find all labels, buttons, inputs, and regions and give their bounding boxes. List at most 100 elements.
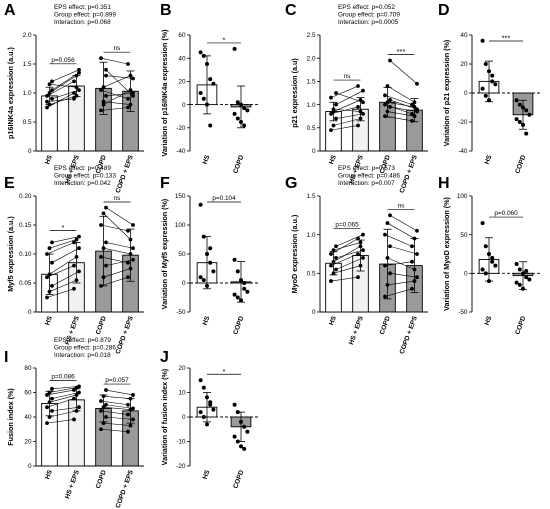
x-tick-label: HS: [202, 469, 212, 481]
pair-line: [389, 215, 418, 232]
stats-line: EPS effect: p=0.573: [338, 165, 395, 172]
x-tick-label: COPD + EPS: [399, 315, 419, 355]
data-point: [201, 96, 206, 101]
stats-line: Interaction: p=0.007: [338, 180, 395, 187]
pair-line: [384, 115, 413, 122]
pair-line: [335, 234, 364, 247]
pair-line: [105, 242, 134, 249]
data-point: [77, 384, 81, 389]
data-point: [201, 234, 206, 239]
data-point: [99, 56, 103, 61]
pair-line: [330, 85, 359, 98]
pair-line: [105, 207, 134, 226]
data-point: [358, 109, 363, 114]
data-point: [334, 244, 338, 249]
stats-line: Group effect: p=0.286: [54, 345, 116, 352]
comparison-label: ns: [114, 195, 121, 202]
data-point: [412, 100, 417, 105]
data-point: [72, 396, 76, 401]
y-axis-label: MyoD expression (a.u.): [290, 214, 299, 293]
data-point: [385, 84, 390, 88]
y-tick-label: 1.5: [307, 193, 316, 200]
data-point: [104, 73, 108, 78]
data-point: [99, 223, 103, 227]
comparison-label: ***: [397, 47, 406, 56]
y-tick-label: 20: [178, 79, 186, 86]
data-point: [211, 81, 216, 86]
pair-line: [46, 81, 75, 97]
panel-label: A: [4, 2, 16, 19]
y-axis-label: p16INK4a expression (a.u.): [6, 46, 15, 138]
pair-line: [46, 288, 75, 298]
pair-line: [100, 107, 129, 111]
comparison-label: ***: [502, 34, 511, 43]
data-point: [101, 421, 106, 426]
data-point: [74, 85, 79, 90]
panel-label: E: [4, 175, 15, 192]
data-point: [45, 275, 49, 280]
data-point: [361, 111, 365, 116]
stats-line: Group effect: p=0.709: [338, 12, 400, 19]
panel-d: D -40 -20 0 20 40 Variation of p21 expression …: [438, 2, 540, 175]
data-point: [208, 260, 213, 265]
data-point: [361, 232, 365, 237]
pair-line: [384, 234, 413, 247]
pair-line: [333, 108, 361, 112]
data-point: [99, 427, 103, 432]
pair-line: [330, 238, 359, 255]
data-point: [99, 88, 103, 92]
x-tick-label: COPD: [232, 469, 245, 490]
data-point: [235, 439, 240, 444]
pair-line: [330, 253, 359, 266]
data-point: [232, 46, 237, 51]
data-point: [72, 263, 76, 268]
pair-line: [335, 249, 364, 259]
comparison-label: p=0.057: [105, 377, 129, 384]
data-point: [72, 286, 76, 291]
data-point: [50, 79, 54, 84]
pair-line: [387, 222, 415, 239]
data-point: [356, 252, 360, 256]
data-point: [131, 417, 135, 422]
data-point: [131, 246, 135, 251]
data-point: [412, 267, 417, 272]
data-point: [388, 213, 392, 218]
y-tick-label: 1.0: [23, 90, 32, 97]
pair-line: [335, 92, 364, 103]
y-tick-label: 150: [175, 193, 186, 200]
pair-line: [384, 261, 413, 266]
pair-line: [103, 395, 131, 399]
y-tick-label: 20: [24, 439, 32, 446]
pair-line: [387, 111, 415, 117]
data-point: [239, 419, 243, 424]
data-point: [50, 408, 54, 413]
data-point: [483, 271, 488, 276]
data-point: [517, 120, 522, 124]
data-point: [245, 108, 250, 113]
data-point: [524, 269, 529, 274]
data-point: [47, 246, 52, 251]
data-point: [104, 402, 108, 407]
data-point: [239, 444, 243, 449]
pair-line: [333, 118, 361, 126]
y-axis-label: Variation of fusion index (%): [160, 368, 169, 465]
data-point: [235, 269, 240, 274]
y-tick-label: 0: [464, 90, 468, 97]
data-point: [201, 415, 206, 419]
y-tick-label: -40: [458, 148, 468, 155]
comparison-label: p=0.056: [51, 57, 75, 64]
data-point: [329, 252, 333, 256]
y-tick-label: 0.20: [19, 193, 32, 200]
pair-line: [49, 239, 77, 249]
pair-line: [103, 406, 131, 410]
y-tick-label: 50: [460, 232, 468, 239]
data-point: [211, 269, 216, 274]
data-point: [126, 260, 130, 265]
pair-line: [105, 416, 134, 420]
data-point: [208, 123, 213, 128]
data-point: [104, 94, 108, 98]
x-tick-label: COPD: [232, 154, 245, 175]
data-point: [331, 248, 336, 253]
data-point: [128, 88, 133, 92]
x-tick-label: HS: [484, 154, 494, 166]
